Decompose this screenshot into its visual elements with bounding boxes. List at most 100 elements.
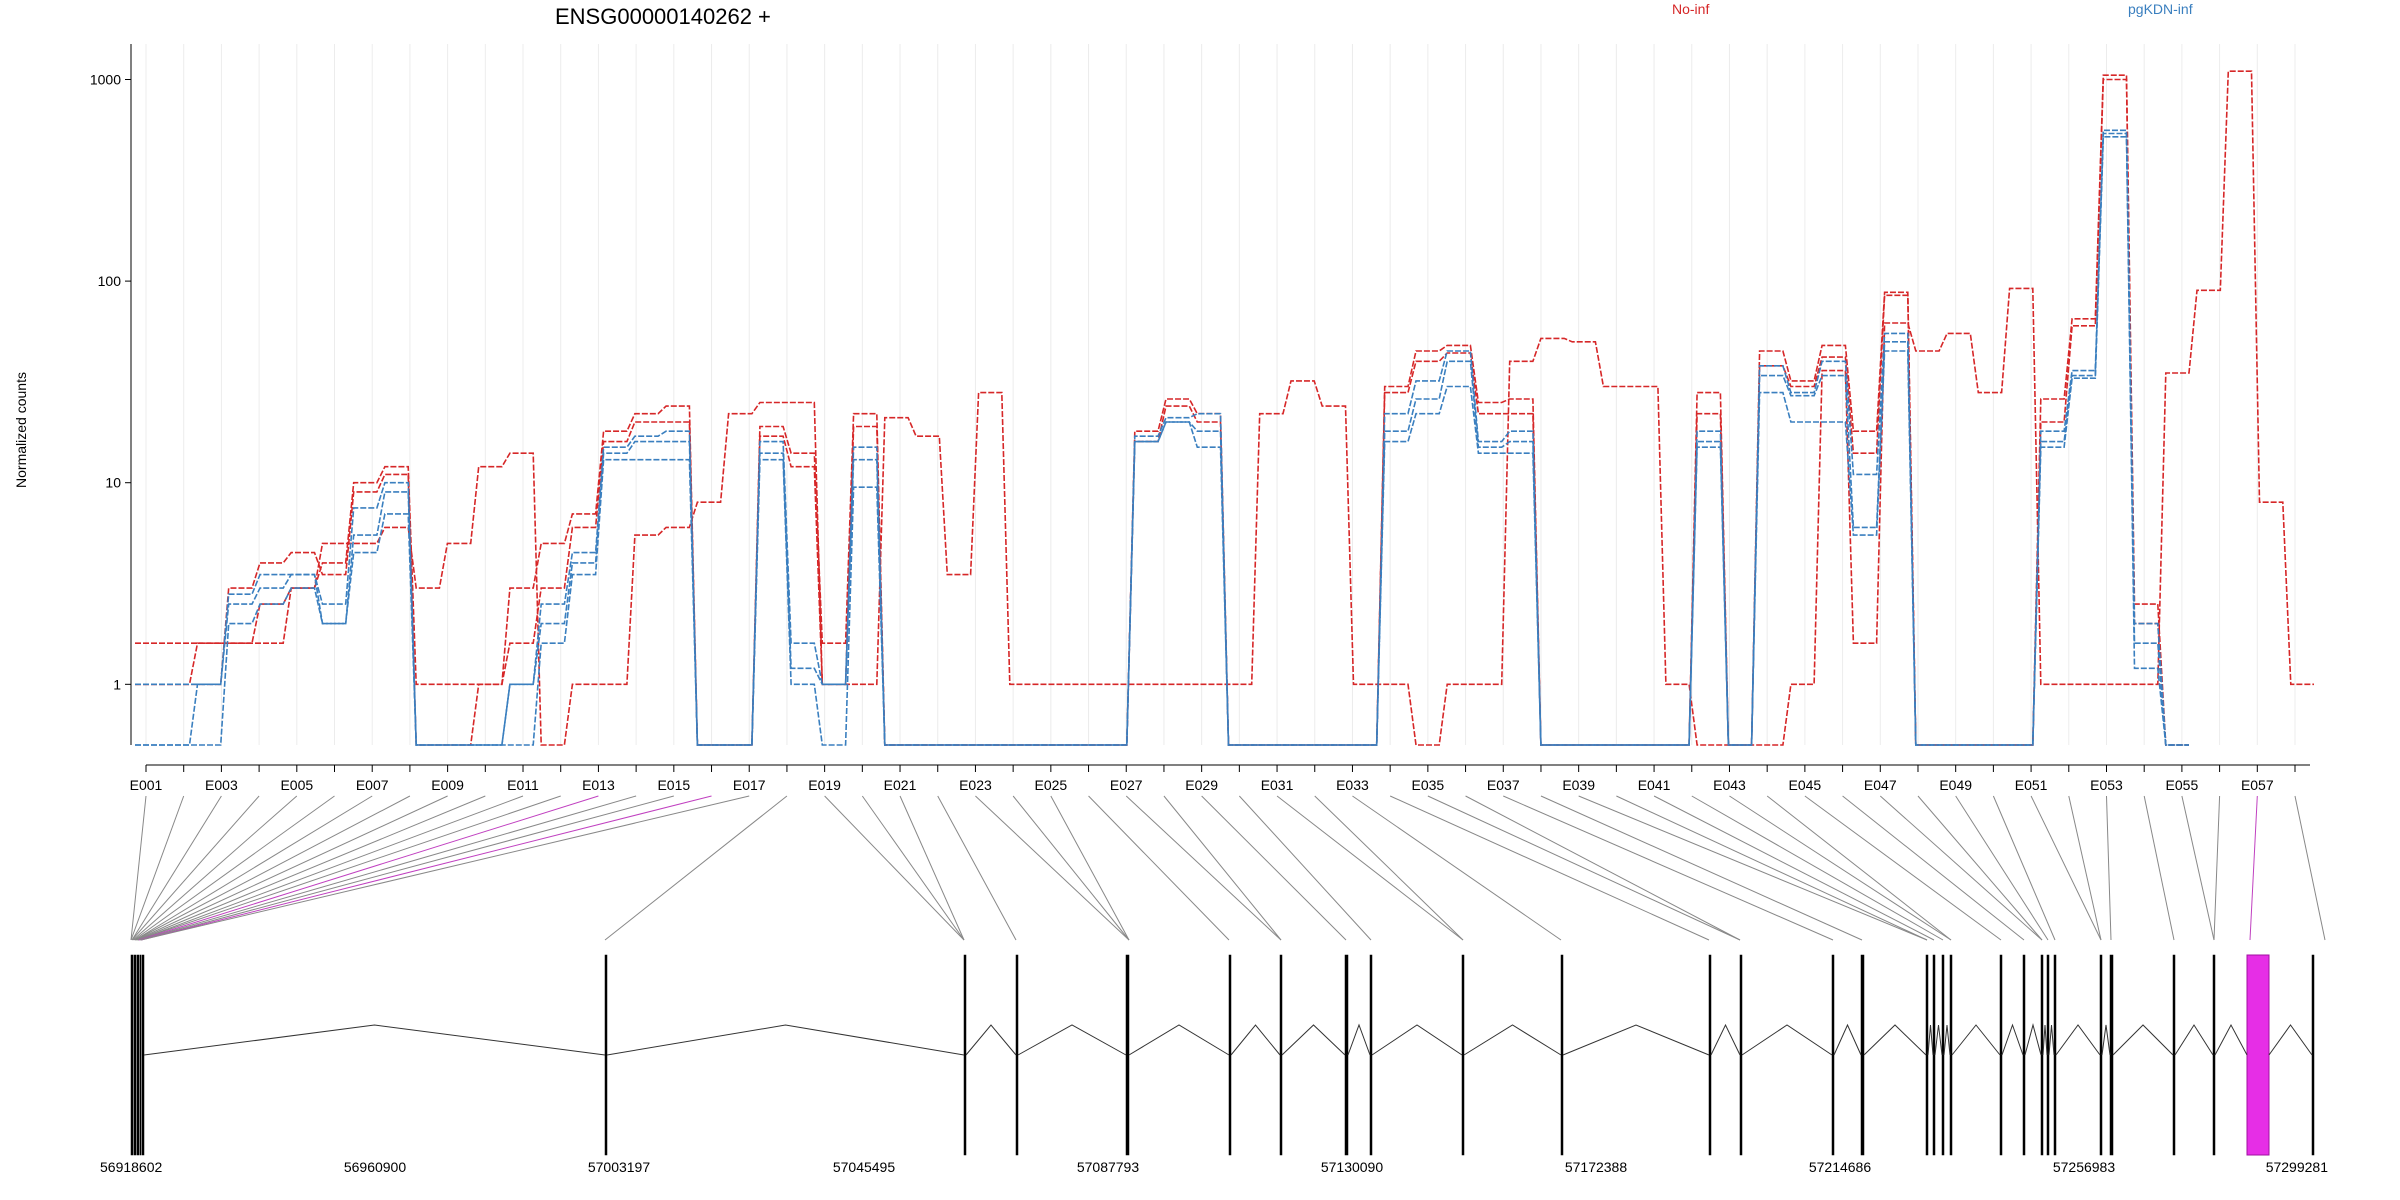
series-layer [135, 70, 2314, 746]
connector-line [1540, 795, 1863, 941]
genomic-coordinate-label: 57045495 [833, 1159, 896, 1175]
intron-line [1463, 1024, 1562, 1056]
intron-line [1833, 1023, 1862, 1056]
connector-line [1842, 795, 2025, 941]
intron-line [1371, 1024, 1463, 1056]
x-tick-label: E051 [2015, 777, 2048, 793]
exon-block [1999, 954, 2003, 1156]
y-axis: 1 10 100 1000 [90, 44, 132, 745]
x-tick-label: E011 [507, 777, 539, 793]
connector-line [1955, 795, 2049, 941]
exon-block [136, 954, 140, 1156]
connector-line [2213, 795, 2221, 941]
connector-line [140, 795, 674, 941]
x-tick-label: E017 [733, 777, 766, 793]
y-axis-label: Normalized counts [13, 372, 29, 488]
connector-line [1879, 795, 2043, 941]
x-tick-label: E001 [130, 777, 163, 793]
x-tick-label: E043 [1713, 777, 1746, 793]
exon-block [2022, 954, 2026, 1156]
genomic-coordinate-label: 57003197 [588, 1159, 651, 1175]
x-tick-label: E003 [205, 777, 238, 793]
x-tick-label: E057 [2241, 777, 2274, 793]
genomic-coordinate-label: 57299281 [2266, 1159, 2329, 1175]
series-line [135, 70, 2314, 746]
x-tick-label: E047 [1864, 777, 1897, 793]
connector-line [134, 795, 411, 941]
exon-block [1279, 954, 1283, 1156]
connector-line [824, 795, 965, 941]
intron-line [2112, 1024, 2174, 1056]
x-tick-label: E029 [1185, 777, 1218, 793]
x-tick-label: E027 [1110, 777, 1143, 793]
connector-line [1050, 795, 1130, 941]
exon-block [141, 954, 145, 1156]
intron-line [2042, 1024, 2048, 1056]
connector-line [1125, 795, 1282, 941]
intron-line [1128, 1024, 1230, 1056]
x-tick-label: E035 [1412, 777, 1445, 793]
connector-line [136, 795, 486, 941]
connector-line [2249, 795, 2258, 941]
genomic-coordinate-label: 57256983 [2053, 1159, 2116, 1175]
exon-block [1941, 954, 1945, 1156]
intron-line [2048, 1024, 2055, 1056]
exon-block [1739, 954, 1743, 1156]
intron-line [1017, 1024, 1127, 1056]
connector-line [134, 795, 373, 941]
connector-line [1691, 795, 1944, 941]
x-tick-label: E007 [356, 777, 389, 793]
series-line [135, 136, 2189, 746]
intron-line [1710, 1023, 1741, 1056]
connector-line [1163, 795, 1282, 941]
exon-block [2109, 954, 2114, 1156]
connector-line [131, 795, 260, 941]
y-tick-label: 1000 [90, 72, 121, 88]
intron-line [1562, 1024, 1710, 1056]
exon-block [1344, 954, 1349, 1156]
x-tick-label: E025 [1034, 777, 1067, 793]
genomic-coordinate-label: 57172388 [1565, 1159, 1628, 1175]
intron-line [1281, 1024, 1346, 1056]
genomic-coordinate-axis: 56918602 56960900 57003197 57045495 57087793… [100, 1159, 2328, 1175]
connector-line [899, 795, 965, 941]
connector-line [604, 795, 788, 941]
vertical-gridlines [145, 44, 2296, 745]
exon-block [1860, 954, 1865, 1156]
x-tick-label: E013 [582, 777, 615, 793]
exon-block [1925, 954, 1929, 1156]
exon-block-highlighted [2246, 954, 2270, 1156]
connector-line [1616, 795, 1928, 941]
exon-block [2053, 954, 2057, 1156]
x-tick-label: E053 [2090, 777, 2123, 793]
x-tick-label: E019 [808, 777, 841, 793]
exon-block [1125, 954, 1130, 1156]
connector-line [1389, 795, 1710, 941]
exon-block [1831, 954, 1835, 1156]
connector-line [1653, 795, 1935, 941]
intron-line [2268, 1024, 2313, 1056]
connector-line [1992, 795, 2056, 941]
connector-line [130, 795, 185, 941]
connector-line [137, 795, 524, 941]
gene-model [130, 954, 2315, 1156]
connector-line [137, 795, 561, 941]
connector-line [1238, 795, 1372, 941]
x-tick-label: E045 [1789, 777, 1822, 793]
connector-line [1465, 795, 1741, 941]
exon-block [2099, 954, 2103, 1156]
exon-connector-lines [130, 795, 2326, 941]
intron-line [1347, 1023, 1371, 1056]
y-tick-label: 1 [113, 676, 121, 692]
x-tick-label: E033 [1336, 777, 1369, 793]
connector-line [1314, 795, 1464, 941]
x-tick-label: E005 [280, 777, 313, 793]
connector-line [2030, 795, 2102, 941]
genomic-coordinate-label: 56918602 [100, 1159, 163, 1175]
exon-block [963, 954, 967, 1156]
exon-block [1708, 954, 1712, 1156]
connector-line [2294, 795, 2326, 941]
x-tick-label: E041 [1638, 777, 1671, 793]
x-tick-label: E009 [431, 777, 464, 793]
intron-line [1943, 1024, 1951, 1056]
